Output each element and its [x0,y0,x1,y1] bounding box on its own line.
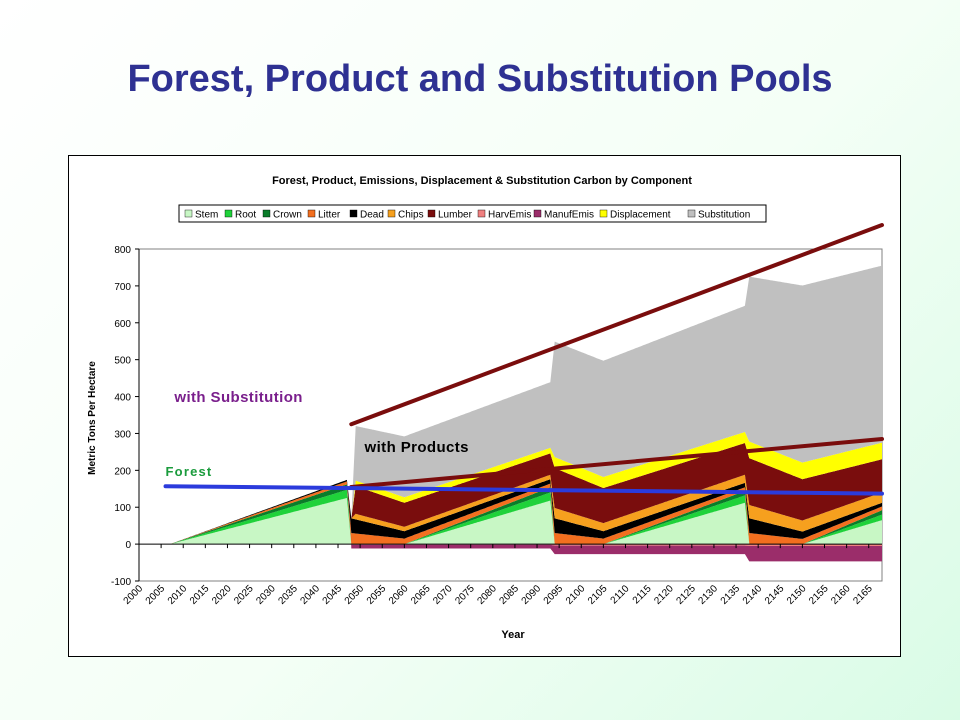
x-tick-label: 2040 [299,583,323,607]
x-tick-label: 2105 [586,583,610,607]
x-tick-label: 2155 [807,583,831,607]
x-tick-label: 2030 [254,583,278,607]
legend-label-lumber: Lumber [438,210,473,221]
x-tick-label: 2025 [232,583,256,607]
x-tick-label: 2055 [365,583,389,607]
x-tick-label: 2140 [741,583,765,607]
area-litter [139,481,882,545]
y-tick-label: 300 [114,429,131,440]
x-tick-label: 2135 [719,583,743,607]
x-tick-label: 2095 [542,583,566,607]
legend-label-substitution: Substitution [698,210,750,221]
area-lumber [139,443,882,545]
legend-swatch-harvemis [477,209,486,218]
legend-label-chips: Chips [398,210,424,221]
legend-swatch-manufemis [533,209,542,218]
x-tick-label: 2075 [453,583,477,607]
chart-frame: Forest, Product, Emissions, Displacement… [68,155,901,657]
y-tick-label: 800 [114,245,131,256]
trend-line-products-trend [349,436,884,489]
area-root [139,489,882,545]
x-tick-label: 2085 [498,583,522,607]
y-tick-label: 400 [114,393,131,404]
x-tick-label: 2125 [674,583,698,607]
x-tick-label: 2130 [697,583,721,607]
x-tick-label: 2065 [409,583,433,607]
legend-label-crown: Crown [273,210,302,221]
legend-label-stem: Stem [195,210,218,221]
x-tick-label: 2160 [829,583,853,607]
chart-legend: Stem Root Crown Litter Dead Chips Lumber HarvEm… [178,204,767,223]
x-tick-label: 2150 [785,583,809,607]
trend-line-substitution-trend [349,223,884,427]
x-tick-label: 2115 [631,583,654,606]
x-tick-label: 2045 [321,583,345,607]
legend-swatch-litter [307,209,316,218]
x-tick-label: 2090 [520,583,544,607]
y-axis-label: Metric Tons Per Hectare [87,361,98,475]
legend-swatch-root [224,209,233,218]
x-tick-label: 2035 [276,583,300,607]
stacked-area-chart: Forest, Product, Emissions, Displacement… [87,175,884,641]
legend-label-manufemis: ManufEmis [544,210,594,221]
legend-swatch-lumber [427,209,436,218]
area-manufemis [139,479,882,562]
legend-swatch-stem [184,209,193,218]
x-tick-label: 2010 [166,583,190,607]
x-tick-label: 2165 [851,583,875,607]
slide-title: Forest, Product and Substitution Pools [127,58,833,100]
y-tick-label: -100 [111,577,131,588]
chart-title: Forest, Product, Emissions, Displacement… [272,175,692,187]
x-tick-label: 2050 [343,583,367,607]
trend-overlay: with Substitution with Products Forest [163,223,884,496]
legend-swatch-displacement [599,209,608,218]
y-tick-label: 200 [114,466,131,477]
y-tick-label: 600 [114,319,131,330]
y-tick-label: 100 [114,503,131,514]
x-axis-label: Year [501,629,525,641]
y-tick-label: 500 [114,356,131,367]
plot-area [138,248,883,582]
legend-swatch-substitution [687,209,696,218]
x-tick-label: 2100 [564,583,588,607]
annotation-with-products: with Products [364,439,469,456]
legend-box [178,204,767,223]
legend-swatch-crown [262,209,271,218]
legend-label-root: Root [235,210,256,221]
x-tick-label: 2060 [387,583,411,607]
legend-label-dead: Dead [360,210,384,221]
x-tick-label: 2070 [431,583,455,607]
area-stem [139,498,882,545]
legend-label-litter: Litter [318,210,341,221]
y-tick-label: 700 [114,282,131,293]
legend-label-harvemis: HarvEmis [488,210,531,221]
annotation-with-substitution: with Substitution [173,389,302,406]
x-tick-label: 2120 [652,583,676,607]
trend-line-forest-trend [163,484,884,496]
legend-swatch-dead [349,209,358,218]
x-tick-label: 2005 [144,583,168,607]
legend-swatch-chips [387,209,396,218]
annotation-forest: Forest [166,464,213,479]
x-tick-label: 2020 [210,583,234,607]
x-tick-label: 2015 [188,583,212,607]
area-substitution [139,265,882,545]
y-axis: -100 0 100 200 300 400 500 600 700 800 [111,245,140,588]
x-tick-label: 2145 [763,583,787,607]
x-tick-label: 2110 [609,583,632,606]
y-tick-label: 0 [125,540,131,551]
x-tick-label: 2080 [475,583,499,607]
legend-label-displacement: Displacement [610,210,671,221]
